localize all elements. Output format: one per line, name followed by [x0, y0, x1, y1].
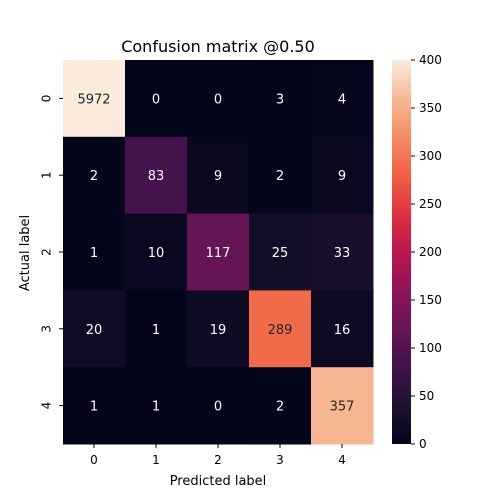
- colorbar: 0 50 100 150 200 250 300 350 400: [392, 53, 442, 451]
- colorbar-tick-label: 200: [419, 245, 442, 259]
- cell-value-label: 1: [90, 400, 98, 415]
- cell-value-label: 1: [90, 246, 98, 261]
- colorbar-tick-label: 400: [419, 53, 442, 67]
- cell-value-label: 25: [272, 246, 289, 261]
- cell-value-label: 2: [276, 169, 284, 184]
- y-tick-label: 2: [40, 248, 54, 256]
- cell-value-label: 19: [210, 323, 227, 338]
- cell-value-label: 289: [268, 323, 293, 338]
- heatmap-cell: [125, 213, 188, 291]
- cell-value-label: 9: [338, 169, 346, 184]
- cell-value-label: 83: [148, 169, 165, 184]
- cell-value-label: 1: [152, 400, 160, 415]
- cell-value-label: 10: [148, 246, 165, 261]
- colorbar-gradient: [392, 60, 411, 444]
- colorbar-tick-label: 250: [419, 197, 442, 211]
- colorbar-tick-label: 150: [419, 293, 442, 307]
- heatmap-cell: [187, 136, 250, 215]
- heatmap-cell: [249, 136, 312, 215]
- colorbar-tick-label: 0: [419, 437, 427, 451]
- heatmap-cell: [311, 136, 374, 215]
- heatmap-cell: [249, 213, 312, 291]
- cell-value-label: 357: [330, 400, 355, 415]
- heatmap-cell: [187, 213, 250, 291]
- heatmap-cell: [63, 136, 126, 215]
- y-axis: 0 1 2 3 4: [40, 95, 63, 410]
- cell-value-label: 20: [86, 323, 103, 338]
- heatmap-cell: [311, 60, 374, 138]
- cell-value-label: 33: [334, 246, 351, 261]
- heatmap-cell: [63, 367, 126, 445]
- y-tick-label: 3: [40, 325, 54, 333]
- colorbar-tick-label: 50: [419, 389, 434, 403]
- heatmap-cell: [311, 213, 374, 291]
- colorbar-tick-label: 300: [419, 149, 442, 163]
- heatmap-cell: [187, 290, 250, 368]
- cell-value-label: 3: [276, 92, 284, 107]
- cell-value-label: 5972: [77, 92, 110, 107]
- heatmap-cell: [63, 290, 126, 368]
- x-axis-label: Predicted label: [170, 474, 267, 489]
- cell-value-label: 0: [214, 92, 222, 107]
- x-tick-label: 0: [90, 453, 98, 467]
- heatmap-cell: [187, 60, 250, 138]
- cell-value-label: 16: [334, 323, 351, 338]
- heatmap-cell: [125, 60, 188, 138]
- cell-value-label: 0: [214, 400, 222, 415]
- colorbar-tick-label: 100: [419, 341, 442, 355]
- cell-value-label: 1: [152, 323, 160, 338]
- x-tick-label: 3: [276, 453, 284, 467]
- x-tick-label: 4: [338, 453, 346, 467]
- cell-value-label: 0: [152, 92, 160, 107]
- heatmap-cell: [249, 60, 312, 138]
- y-tick-label: 0: [40, 95, 54, 103]
- cell-value-label: 2: [276, 400, 284, 415]
- heatmap-cell: [63, 213, 126, 291]
- x-axis: 0 1 2 3 4: [90, 444, 346, 467]
- heatmap-cell: [311, 367, 374, 445]
- y-tick-label: 4: [40, 402, 54, 410]
- heatmap-cell: [125, 136, 188, 215]
- cell-value-label: 117: [206, 246, 231, 261]
- x-tick-label: 1: [152, 453, 160, 467]
- heatmap-cell: [187, 367, 250, 445]
- y-axis-label: Actual label: [18, 215, 33, 291]
- heatmap-cell: [311, 290, 374, 368]
- heatmap-cell: [249, 290, 312, 368]
- heatmap-cell: [125, 367, 188, 445]
- cell-value-label: 4: [338, 92, 346, 107]
- heatmap-cell: [249, 367, 312, 445]
- chart-title: Confusion matrix @0.50: [121, 37, 315, 56]
- heatmap-cell: [125, 290, 188, 368]
- y-tick-label: 1: [40, 171, 54, 179]
- cell-value-label: 2: [90, 169, 98, 184]
- x-tick-label: 2: [214, 453, 222, 467]
- cell-value-label: 9: [214, 169, 222, 184]
- heatmap-cell: [63, 60, 126, 138]
- colorbar-tick-label: 350: [419, 101, 442, 115]
